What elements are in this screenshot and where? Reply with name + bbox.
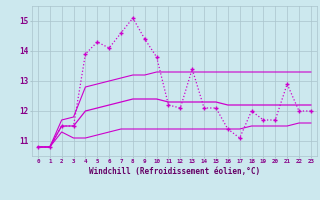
X-axis label: Windchill (Refroidissement éolien,°C): Windchill (Refroidissement éolien,°C) [89, 167, 260, 176]
